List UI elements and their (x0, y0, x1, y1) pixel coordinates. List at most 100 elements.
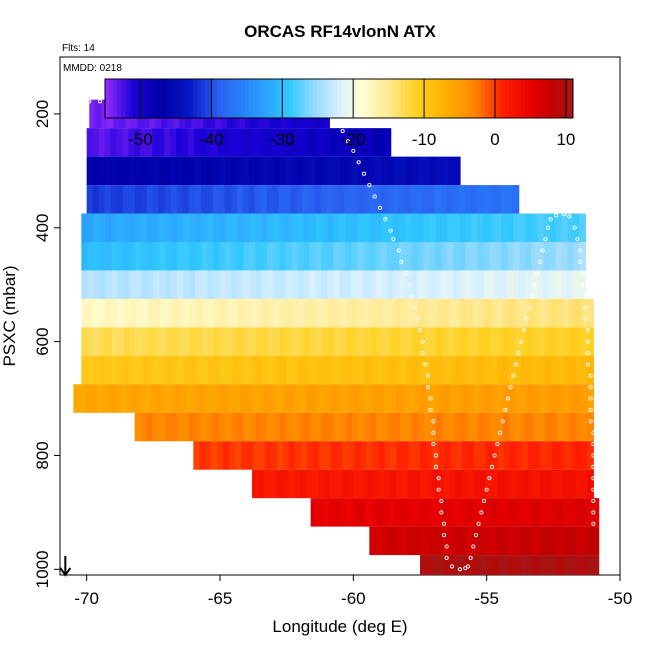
band-cell (290, 185, 298, 214)
band-cell (478, 298, 486, 328)
band-cell (412, 298, 420, 328)
band-cell (556, 526, 564, 556)
band-cell (466, 498, 474, 527)
band-cell (478, 412, 486, 442)
band-cell (545, 441, 553, 470)
band-cell (259, 441, 266, 470)
track-point (367, 183, 372, 188)
band-cell (453, 270, 460, 299)
band-cell (484, 355, 492, 385)
track-point (97, 99, 103, 104)
band-cell (273, 270, 280, 299)
band-cell (441, 213, 448, 242)
band-cell (545, 355, 552, 385)
band-cell (431, 469, 439, 499)
band-cell (92, 156, 100, 186)
band-cell (292, 355, 299, 385)
colorbar-cell (309, 79, 314, 118)
band-cell (99, 213, 106, 242)
band-cell (521, 384, 529, 413)
band-cell (459, 270, 466, 299)
band-cell (195, 270, 202, 299)
band-cell (381, 213, 388, 242)
band-cell (272, 185, 280, 214)
band-cell (345, 412, 353, 442)
band-cell (328, 355, 335, 385)
colorbar-cell (437, 79, 442, 118)
track-point (577, 248, 583, 253)
band-cell (423, 526, 431, 556)
band-cell (237, 355, 245, 385)
band-cell (533, 384, 541, 413)
band-cell (533, 355, 540, 385)
band-cell (495, 242, 502, 271)
band-cell (539, 412, 546, 442)
track-point (431, 430, 436, 435)
band-cell (339, 242, 346, 271)
band-cell (408, 384, 415, 413)
band-cell (381, 526, 389, 556)
band-cell (351, 242, 358, 271)
band-cell (417, 213, 424, 242)
band-cell (557, 441, 565, 470)
band-cell (453, 526, 461, 556)
band-cell (152, 156, 160, 186)
band-cell (105, 270, 112, 299)
band-cell (318, 441, 326, 470)
band-cell (127, 384, 134, 413)
band-cell (279, 242, 286, 271)
band-cell (115, 384, 122, 413)
band-cell (247, 441, 254, 470)
band-cell (442, 298, 450, 328)
band-1 (86, 128, 392, 157)
axes: -70 -65 -60 -55 -50 200 400 600 800 1000 (33, 100, 632, 608)
band-cell (351, 412, 359, 442)
band-cell (292, 298, 299, 328)
band-cell (140, 412, 148, 442)
colorbar-cell (113, 79, 118, 118)
band-cell (177, 213, 184, 242)
band-cell (315, 412, 323, 442)
colorbar-cell (553, 79, 558, 118)
band-cell (551, 555, 558, 575)
band-cell (86, 156, 94, 186)
band-cell (370, 412, 377, 442)
band-cell (213, 327, 221, 356)
band-cell (324, 441, 332, 470)
band-cell (303, 270, 310, 299)
band-cell (567, 242, 574, 271)
band-cell (147, 327, 155, 356)
band-cell (424, 327, 432, 356)
band-cell (521, 469, 529, 499)
band-cell (490, 412, 498, 442)
band-cell (544, 498, 552, 527)
colorbar-tick-label: 0 (490, 130, 499, 149)
band-cell (255, 156, 262, 186)
track-point (532, 282, 537, 287)
band-cell (243, 412, 250, 442)
band-cell (418, 327, 426, 356)
band-cell (164, 185, 172, 214)
band-cell (519, 213, 526, 242)
band-cell (465, 526, 473, 556)
track-point (585, 339, 591, 344)
band-cell (563, 384, 571, 413)
band-cell (111, 298, 119, 328)
band-cell (241, 441, 248, 470)
colorbar-cell (469, 79, 474, 118)
band-cell (477, 526, 485, 556)
band-cell (375, 242, 382, 271)
track-point (585, 350, 591, 356)
band-cell (225, 327, 233, 356)
colorbar-cell (429, 79, 434, 118)
band-cell (339, 270, 346, 299)
band-cell (358, 327, 366, 356)
band-cell (580, 555, 588, 575)
band-cell (442, 327, 450, 356)
band-cell (273, 242, 280, 271)
colorbar-cell (525, 79, 530, 118)
band-cell (484, 526, 491, 556)
colorbar-cell (161, 79, 166, 118)
band-cell (188, 128, 195, 157)
band-cell (93, 355, 100, 385)
